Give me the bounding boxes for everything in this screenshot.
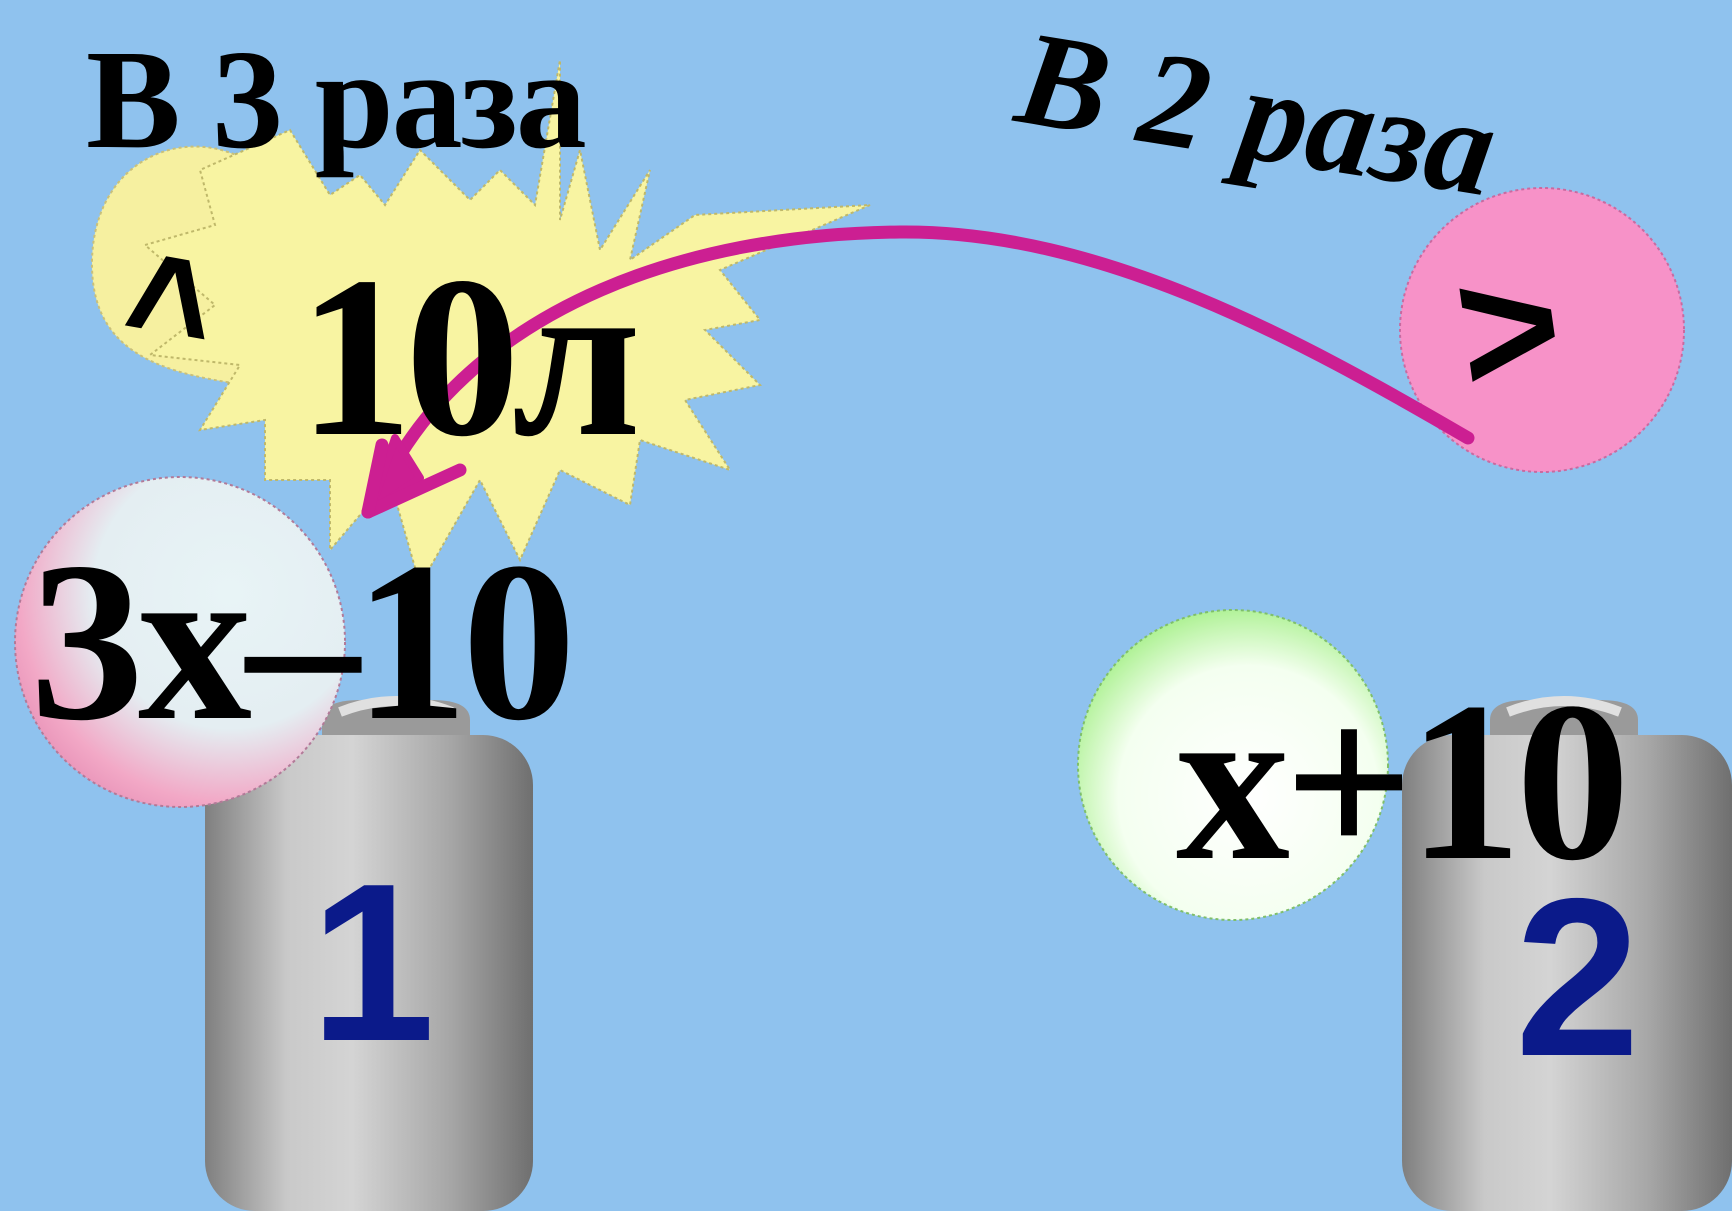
expr-bubble-right	[1077, 609, 1389, 921]
can-2	[1402, 696, 1732, 1211]
expr-can-1: 3х–10	[30, 516, 576, 768]
can-2-number: 2	[1515, 851, 1641, 1103]
transfer-arrow	[361, 225, 1475, 519]
expr-can-2: х+10	[1176, 656, 1630, 908]
expr-bubble-left	[14, 476, 346, 808]
can-1	[205, 696, 533, 1211]
sign-bubble-right	[1399, 187, 1685, 473]
star-amount: 10л	[298, 229, 641, 484]
can-1-number: 1	[310, 836, 436, 1088]
label-times-3: В 3 раза	[86, 20, 587, 178]
explosion-star	[142, 59, 871, 588]
